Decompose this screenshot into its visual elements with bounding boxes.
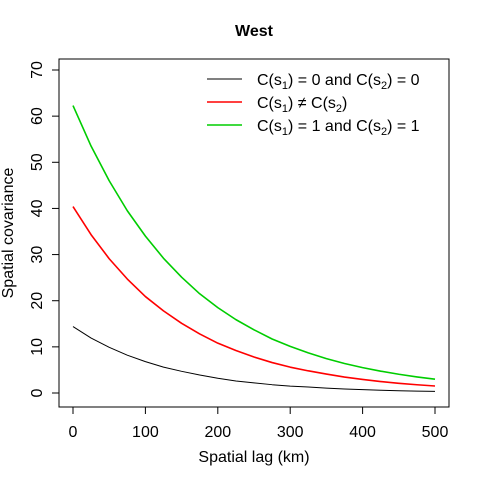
legend-text-part: ) = 0 xyxy=(387,72,420,89)
legend-subscript: 1 xyxy=(282,126,288,138)
y-tick-label: 30 xyxy=(29,246,46,264)
legend-label-1: C(s1) = 0 and C(s2) = 0 xyxy=(257,72,420,92)
legend-text-part: ) = 1 xyxy=(387,118,420,135)
x-tick-label: 100 xyxy=(132,424,159,441)
legend-text-part: ) ≠ C(s xyxy=(288,95,336,112)
legend-label-3: C(s1) = 1 and C(s2) = 1 xyxy=(257,118,420,138)
x-tick-label: 300 xyxy=(277,424,304,441)
plot-frame xyxy=(58,58,450,408)
series-line-3 xyxy=(72,105,436,380)
x-tick-label: 400 xyxy=(349,424,376,441)
legend-text-part: ) = 0 and C(s xyxy=(288,72,381,89)
legend-subscript: 1 xyxy=(282,80,288,92)
series-layer xyxy=(72,105,436,392)
legend-text-part: C(s xyxy=(257,72,282,89)
legend-label-2: C(s1) ≠ C(s2) xyxy=(257,95,347,115)
x-tick-label: 500 xyxy=(422,424,449,441)
y-tick-label: 60 xyxy=(29,107,46,125)
y-tick-label: 70 xyxy=(29,61,46,79)
y-tick-label: 50 xyxy=(29,153,46,171)
legend-subscript: 2 xyxy=(381,126,387,138)
legend-text-part: ) xyxy=(342,95,347,112)
y-axis: 0 10 20 30 40 50 60 70 xyxy=(29,61,60,397)
legend-text-part: C(s xyxy=(257,95,282,112)
legend-subscript: 1 xyxy=(282,103,288,115)
x-axis-label: Spatial lag (km) xyxy=(198,449,309,466)
y-tick-label: 10 xyxy=(29,338,46,356)
legend-text-part: ) = 1 and C(s xyxy=(288,118,381,135)
y-tick-label: 40 xyxy=(29,199,46,217)
series-line-1 xyxy=(72,326,436,392)
legend-subscript: 2 xyxy=(336,103,342,115)
legend: C(s1) = 0 and C(s2) = 0C(s1) ≠ C(s2)C(s1… xyxy=(207,72,420,138)
series-line-2 xyxy=(72,206,436,387)
y-tick-label: 0 xyxy=(29,388,46,397)
legend-subscript: 2 xyxy=(381,80,387,92)
y-tick-label: 20 xyxy=(29,292,46,310)
x-tick-label: 0 xyxy=(69,424,78,441)
x-axis: 0 100 200 300 400 500 xyxy=(69,406,449,441)
x-tick-label: 200 xyxy=(204,424,231,441)
chart-title: West xyxy=(235,23,274,40)
legend-text-part: C(s xyxy=(257,118,282,135)
y-axis-label: Spatial covariance xyxy=(0,168,17,299)
